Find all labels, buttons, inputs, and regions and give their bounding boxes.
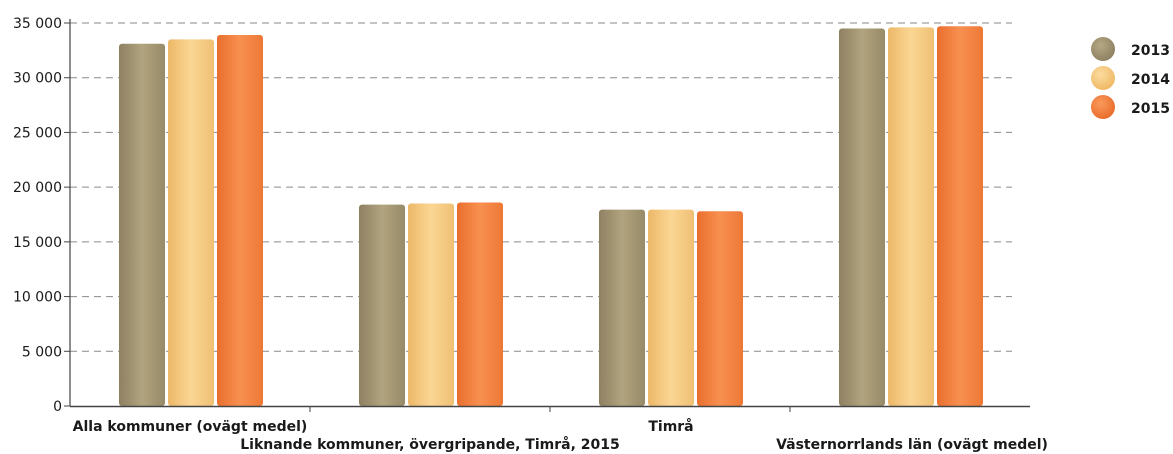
bar-2015: [937, 26, 983, 406]
bar-2015: [697, 211, 743, 406]
bar-2013: [119, 43, 165, 406]
x-axis: Alla kommuner (ovägt medel)Liknande komm…: [70, 405, 1048, 453]
legend-label: 2015: [1131, 101, 1170, 117]
y-tick-label: 10 000: [13, 290, 62, 306]
bar-2013: [839, 28, 885, 406]
legend-swatch-2013: [1091, 37, 1115, 61]
x-category-label: Timrå: [648, 418, 693, 435]
x-category-label: Västernorrlands län (ovägt medel): [776, 437, 1048, 453]
y-tick-label: 30 000: [13, 71, 62, 87]
y-tick-label: 25 000: [13, 125, 62, 141]
bar-2014: [168, 39, 214, 407]
legend-swatch-2015: [1091, 95, 1115, 119]
bar-2014: [648, 209, 694, 406]
legend-swatch-2014: [1091, 66, 1115, 90]
bar-2014: [888, 27, 934, 407]
y-tick-label: 20 000: [13, 180, 62, 196]
x-category-label: Liknande kommuner, övergripande, Timrå, …: [240, 436, 619, 453]
bar-2015: [217, 35, 263, 407]
y-axis: 0 5 000 10 000 15 000 20 000 25 000 30 000 35 0…: [13, 16, 71, 415]
legend: 2013 2014 2015: [1091, 37, 1170, 119]
x-category-label: Alla kommuner (ovägt medel): [73, 419, 308, 435]
bars: [119, 26, 983, 407]
bar-2013: [599, 209, 645, 406]
bar-2015: [457, 202, 503, 406]
bar-2014: [408, 203, 454, 406]
y-tick-label: 5 000: [22, 344, 62, 360]
legend-label: 2014: [1131, 72, 1170, 88]
y-tick-label: 0: [53, 399, 62, 415]
legend-label: 2013: [1131, 43, 1170, 59]
y-tick-label: 15 000: [13, 235, 62, 251]
bar-2013: [359, 204, 405, 406]
y-tick-label: 35 000: [13, 16, 62, 32]
